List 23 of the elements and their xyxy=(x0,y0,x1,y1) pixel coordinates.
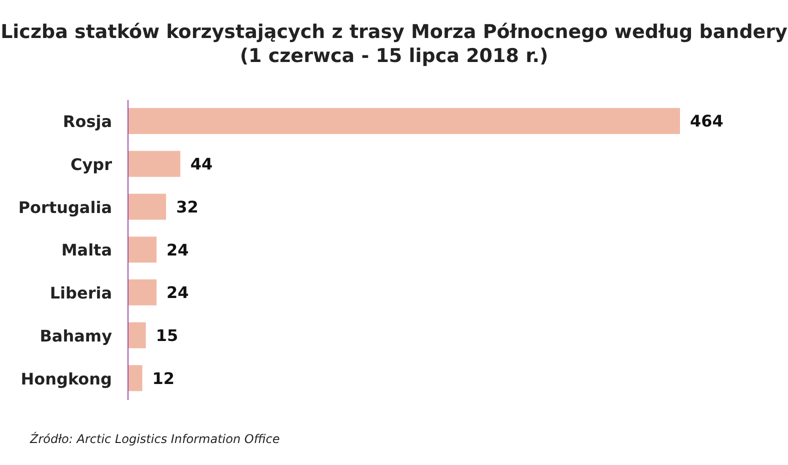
bar xyxy=(128,279,157,306)
data-label: 12 xyxy=(152,368,175,388)
y-tick-label: Cypr xyxy=(70,154,112,174)
y-tick-label: Malta xyxy=(61,240,112,260)
bar xyxy=(128,236,157,263)
bar xyxy=(128,108,680,134)
bar xyxy=(128,194,166,220)
data-label: 464 xyxy=(690,112,724,131)
y-tick-label: Hongkong xyxy=(20,369,112,388)
data-label: 44 xyxy=(190,154,213,174)
chart-title: Liczba statków korzystających z trasy Morza Północnego według bandery (1 czerwca - 15 lipca 2018 r.) xyxy=(0,20,788,68)
bar xyxy=(128,322,146,348)
bar xyxy=(128,365,142,392)
data-label: 24 xyxy=(166,240,189,260)
data-label: 32 xyxy=(176,197,198,216)
y-tick-label: Liberia xyxy=(50,284,112,303)
data-label: 15 xyxy=(156,326,178,345)
y-tick-label: Portugalia xyxy=(18,198,112,217)
bar xyxy=(128,150,180,177)
text: Źródło: Arctic Logistics Information Office xyxy=(30,432,280,446)
y-tick-label: Bahamy xyxy=(40,326,113,346)
data-label: 24 xyxy=(166,283,189,302)
y-tick-label: Rosja xyxy=(62,112,112,132)
